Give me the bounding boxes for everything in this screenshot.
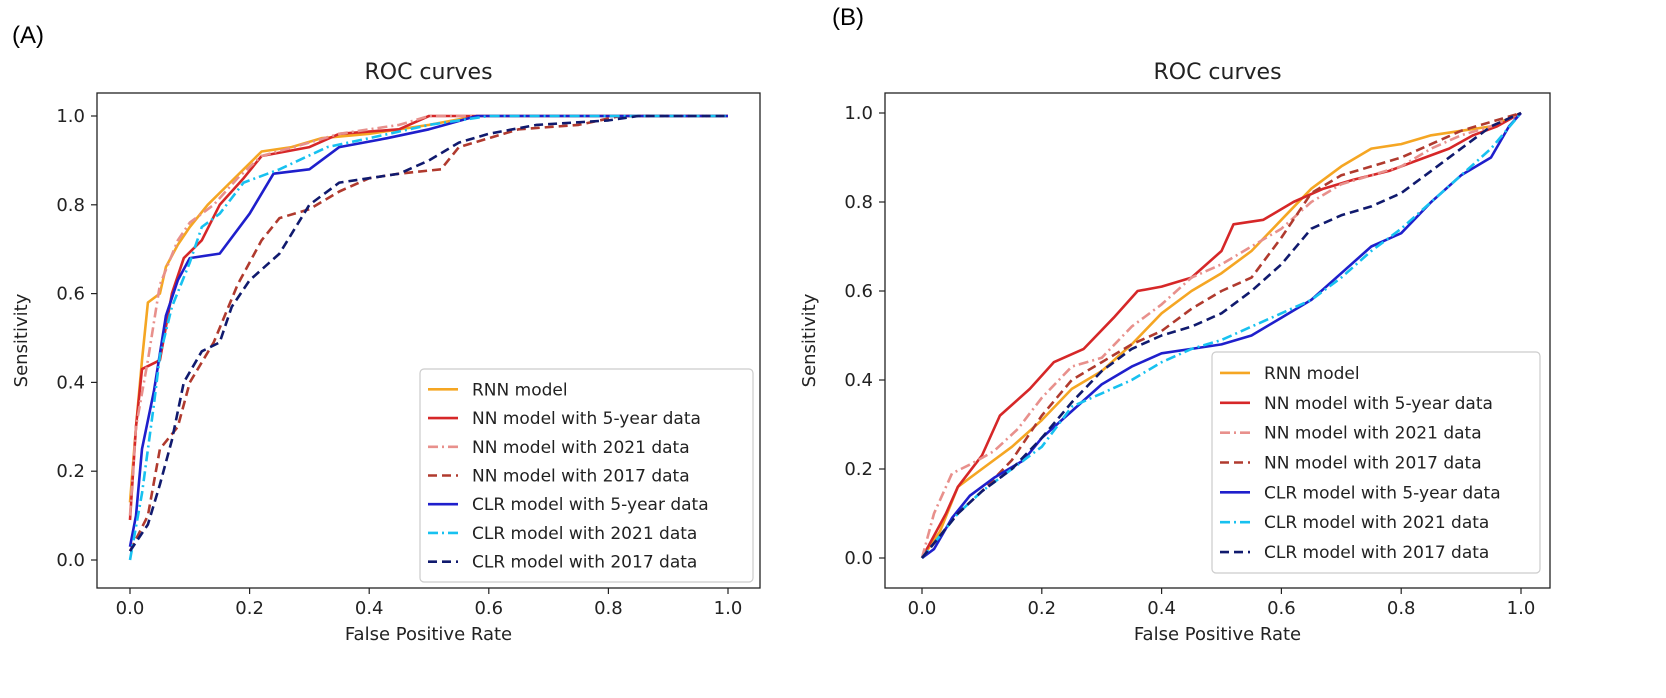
x-tick-label: 0.8 <box>594 598 623 619</box>
chart-title: ROC curves <box>1153 60 1281 85</box>
y-tick-label: 1.0 <box>56 106 85 127</box>
y-tick-label: 1.0 <box>844 103 873 124</box>
y-tick-label: 0.4 <box>56 372 85 393</box>
series-line-1 <box>128 114 728 503</box>
plot-frame <box>96 92 761 589</box>
legend-label: NN model with 2021 data <box>1264 424 1482 444</box>
y-tick-label: 0.0 <box>844 548 873 569</box>
y-tick-label: 0.8 <box>56 195 85 216</box>
legend-box <box>1211 351 1541 574</box>
y-tick-label: 0.2 <box>844 459 873 480</box>
series-line-2 <box>128 114 728 521</box>
legend-label: CLR model with 2021 data <box>1264 513 1489 533</box>
series-line-1 <box>920 111 1522 559</box>
x-tick-label: 0.6 <box>474 598 503 619</box>
x-tick-label: 1.0 <box>1507 598 1536 619</box>
series-line-5 <box>921 112 1522 560</box>
series-line-3 <box>920 111 1522 559</box>
legend-box <box>419 368 754 583</box>
x-tick-label: 0.4 <box>1147 598 1176 619</box>
series-line-7 <box>920 111 1522 559</box>
panel-label-b: (B) <box>832 4 864 31</box>
legend-label: CLR model with 5-year data <box>472 495 709 515</box>
x-tick-label: 1.0 <box>714 598 743 619</box>
chart-title: ROC curves <box>364 60 492 85</box>
x-tick-label: 0.2 <box>235 598 264 619</box>
series-line-4 <box>128 114 728 552</box>
roc-chart-a: ROC curves 0.0 0.2 0.4 0.6 0.8 1.0 0.0 0.2 0.4 0.6… <box>11 60 761 645</box>
legend-label: CLR model with 2017 data <box>472 553 697 573</box>
x-axis-label: False Positive Rate <box>345 624 512 645</box>
x-tick-label: 0.4 <box>355 598 384 619</box>
legend-label: NN model with 2017 data <box>1264 454 1482 474</box>
y-axis-label: Sensitivity <box>799 293 820 387</box>
y-tick-label: 0.2 <box>56 461 85 482</box>
x-tick-label: 0.0 <box>116 598 145 619</box>
legend-label: RNN model <box>472 380 568 400</box>
y-tick-label: 0.8 <box>844 192 873 213</box>
panel-label-a: (A) <box>12 22 44 49</box>
x-tick-label: 0.8 <box>1387 598 1416 619</box>
series-line-4 <box>920 111 1522 559</box>
legend-label: CLR model with 2021 data <box>472 524 697 544</box>
y-axis-label: Sensitivity <box>11 293 32 387</box>
series-line-5 <box>128 114 728 547</box>
legend-label: RNN model <box>1264 364 1360 384</box>
x-axis-label: False Positive Rate <box>1134 624 1301 645</box>
legend: RNN model NN model with 5-year data NN mod… <box>1211 351 1541 574</box>
roc-chart-b: ROC curves 0.0 0.2 0.4 0.6 0.8 1.0 0.0 0.2 0.4 0.6… <box>799 60 1551 645</box>
legend: RNN model NN model with 5-year data NN mod… <box>419 368 754 583</box>
series-line-3 <box>128 114 728 516</box>
y-tick-label: 0.6 <box>844 281 873 302</box>
series-line-6 <box>920 112 1522 559</box>
y-tick-label: 0.4 <box>844 370 873 391</box>
legend-label: NN model with 2021 data <box>472 438 690 458</box>
x-tick-label: 0.0 <box>908 598 937 619</box>
y-tick-label: 0.0 <box>56 550 85 571</box>
legend-label: CLR model with 5-year data <box>1264 483 1501 503</box>
legend-label: NN model with 5-year data <box>472 409 701 429</box>
plot-frame <box>884 92 1551 589</box>
series-line-6 <box>128 114 728 561</box>
x-tick-label: 0.6 <box>1267 598 1296 619</box>
y-tick-label: 0.6 <box>56 284 85 305</box>
legend-label: NN model with 5-year data <box>1264 394 1493 414</box>
x-tick-label: 0.2 <box>1027 598 1056 619</box>
series-line-7 <box>128 114 728 552</box>
legend-label: CLR model with 2017 data <box>1264 543 1489 563</box>
legend-label: NN model with 2017 data <box>472 467 690 487</box>
